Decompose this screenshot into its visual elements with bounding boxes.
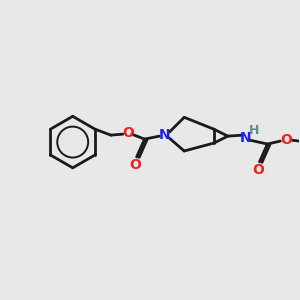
Text: O: O xyxy=(122,126,134,140)
Text: O: O xyxy=(280,133,292,147)
Text: O: O xyxy=(130,158,142,172)
Text: N: N xyxy=(240,131,251,145)
Text: H: H xyxy=(249,124,260,137)
Text: N: N xyxy=(159,128,170,142)
Text: O: O xyxy=(253,163,264,177)
